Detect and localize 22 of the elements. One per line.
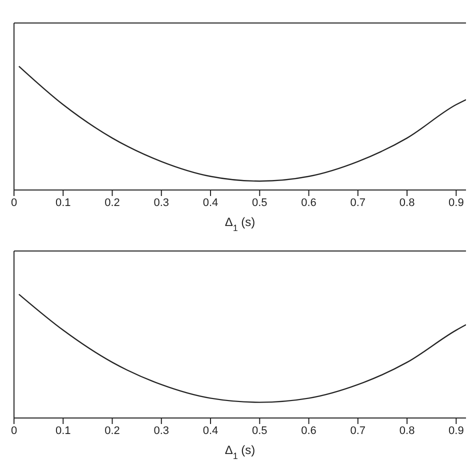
x-axis-title: Δ$_{1}$ (s) (224, 215, 256, 233)
x-tick-label: 0 (10, 196, 18, 209)
x-tick-label: 0.8 (399, 196, 415, 209)
x-tick-label: 0.4 (202, 424, 218, 437)
x-tick-label: 0.4 (202, 196, 218, 209)
x-tick-label: 0.6 (301, 196, 316, 209)
x-tick-label: 0.9 (448, 196, 464, 209)
x-tick-label: 0.3 (154, 196, 170, 209)
x-tick-label: 0.5 (252, 196, 268, 209)
x-tick-label: 0.7 (350, 424, 366, 437)
x-tick-label: 0.1 (55, 424, 71, 437)
x-tick-label: 0.1 (55, 196, 71, 209)
x-tick-label: 0.2 (104, 196, 120, 209)
x-tick-label: 0.9 (448, 424, 464, 437)
x-tick-label: 0.7 (350, 196, 366, 209)
x-tick-label: 0 (10, 424, 18, 437)
x-tick-label: 0.5 (252, 424, 268, 437)
x-tick-label: 0.8 (399, 424, 415, 437)
x-axis-title: Δ$_{1}$ (s) (224, 443, 256, 461)
x-tick-label: 0.3 (154, 424, 170, 437)
x-tick-label: 0.2 (104, 424, 120, 437)
x-tick-label: 0.6 (301, 424, 316, 437)
